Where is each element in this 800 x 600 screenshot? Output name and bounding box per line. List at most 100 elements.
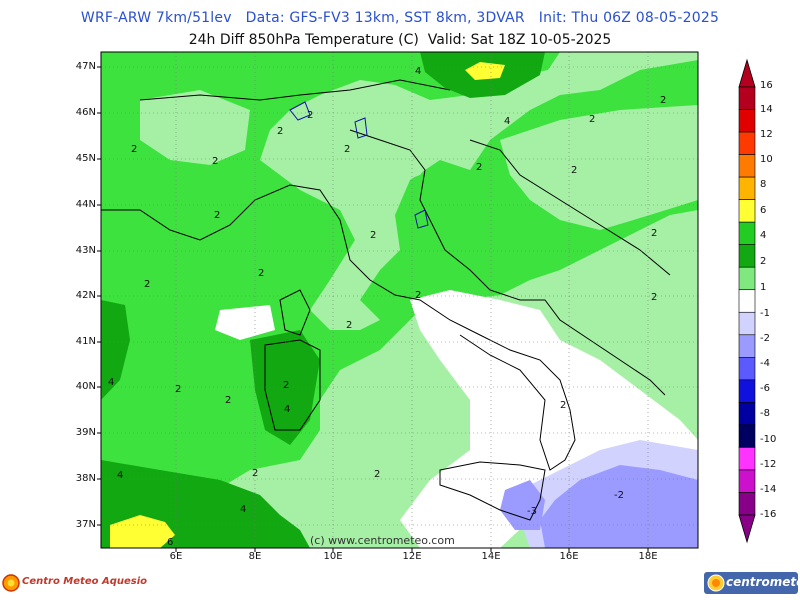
contour-label: -2 [614, 490, 624, 501]
contour-label: -3 [527, 506, 537, 517]
colorbar-label: -1 [760, 308, 770, 319]
logo-left-text: Centro Meteo Aquesio [22, 576, 147, 587]
map-frame [100, 51, 699, 549]
coastlines [101, 79, 671, 521]
logo-left[interactable]: Centro Meteo Aquesio [2, 570, 147, 596]
lat-label: 38N [75, 473, 96, 484]
lon-label: 12E [402, 551, 422, 562]
colorbar-label: -16 [760, 509, 777, 520]
contour-label: 6 [167, 537, 174, 548]
contour-label: 2 [144, 279, 151, 290]
colorbar-cell [738, 131, 756, 155]
lat-label: 46N [75, 107, 96, 118]
contour-label: 2 [283, 380, 290, 391]
colorbar-label: 12 [760, 129, 773, 140]
field-neutral-corsica [215, 305, 275, 340]
field-patch-balkans [500, 105, 698, 230]
lon-label: 10E [323, 551, 343, 562]
contour-label: 2 [175, 384, 182, 395]
contour-label: 2 [476, 162, 483, 173]
lat-label: 43N [75, 245, 96, 256]
colorbar-cell [738, 469, 756, 493]
contour-label: 2 [571, 165, 578, 176]
colorbar-label: -14 [760, 484, 777, 495]
contour-label: 4 [117, 470, 124, 481]
logo-right[interactable]: centrometeo [704, 572, 800, 594]
lon-label: 18E [638, 551, 658, 562]
contour-label: 2 [258, 268, 265, 279]
contour-label: 2 [651, 292, 658, 303]
colorbar-cell [738, 402, 756, 426]
colorbar-label: -4 [760, 358, 770, 369]
contour-label: 2 [651, 228, 658, 239]
contour-label: 2 [277, 126, 284, 137]
lon-label: 14E [481, 551, 501, 562]
contour-label: 2 [346, 320, 353, 331]
contour-label: 2 [214, 210, 221, 221]
field-neutral [400, 290, 698, 548]
contour-label: 4 [504, 116, 511, 127]
header-line2: 24h Diff 850hPa Temperature (C) Valid: S… [188, 32, 612, 48]
colorbar-cell [738, 266, 756, 291]
field-patch-alps [140, 90, 250, 165]
contour-label: 4 [415, 66, 422, 77]
colorbar-cell [738, 424, 756, 448]
colorbar-label: -8 [760, 408, 770, 419]
contour-label: 2 [252, 468, 259, 479]
contour-label: 2 [374, 469, 381, 480]
contour-label: 2 [560, 400, 567, 411]
field-patch-po [330, 125, 440, 190]
lat-lon-grid [101, 52, 698, 548]
colorbar-cell [738, 334, 756, 358]
lon-label: 16E [559, 551, 579, 562]
contour-label: 2 [660, 95, 667, 106]
sun-logo-icon [2, 574, 20, 592]
field-plus6-ne [465, 62, 505, 80]
contour-label: 2 [307, 110, 314, 121]
lat-label: 47N [75, 61, 96, 72]
colorbar-cell [738, 244, 756, 268]
lat-label: 37N [75, 519, 96, 530]
contour-label: 2 [225, 395, 232, 406]
colorbar-cell [738, 109, 756, 133]
axis-ticks [97, 66, 649, 552]
lat-label: 45N [75, 153, 96, 164]
contour-label: 4 [240, 504, 247, 515]
colorbar [738, 58, 756, 544]
map-credit: (c) www.centrometeo.com [310, 534, 455, 547]
header-line1: WRF-ARW 7km/51lev Data: GFS-FV3 13km, SS… [80, 10, 720, 26]
colorbar-label: -2 [760, 333, 770, 344]
colorbar-cell [738, 492, 756, 516]
colorbar-cell [738, 289, 756, 313]
contour-label: 2 [131, 144, 138, 155]
contour-label: 2 [589, 114, 596, 125]
lat-label: 42N [75, 290, 96, 301]
colorbar-top-cap [738, 58, 756, 88]
colorbar-bottom-cap [738, 514, 756, 544]
colorbar-label: 14 [760, 104, 773, 115]
colorbar-label: 2 [760, 256, 767, 267]
contour-label: 2 [344, 144, 351, 155]
field-plus6-sw [110, 515, 175, 548]
colorbar-label: -6 [760, 383, 770, 394]
lat-label: 41N [75, 336, 96, 347]
colorbar-cell [738, 357, 756, 381]
colorbar-label: 6 [760, 205, 767, 216]
colorbar-cell [738, 199, 756, 223]
contour-label: 2 [370, 230, 377, 241]
contour-label: 4 [284, 404, 291, 415]
colorbar-label: -12 [760, 459, 777, 470]
colorbar-label: 1 [760, 282, 767, 293]
contour-label: 4 [108, 377, 115, 388]
logo-right-text: centrometeo [726, 575, 800, 589]
colorbar-label: 8 [760, 179, 767, 190]
field-plus4-sardinia [250, 330, 320, 445]
contour-label: 2 [212, 156, 219, 167]
lat-label: 44N [75, 199, 96, 210]
colorbar-label: 4 [760, 230, 767, 241]
colorbar-cell [738, 379, 756, 403]
colorbar-label: 16 [760, 80, 773, 91]
colorbar-cell [738, 311, 756, 336]
colorbar-cell [738, 176, 756, 200]
